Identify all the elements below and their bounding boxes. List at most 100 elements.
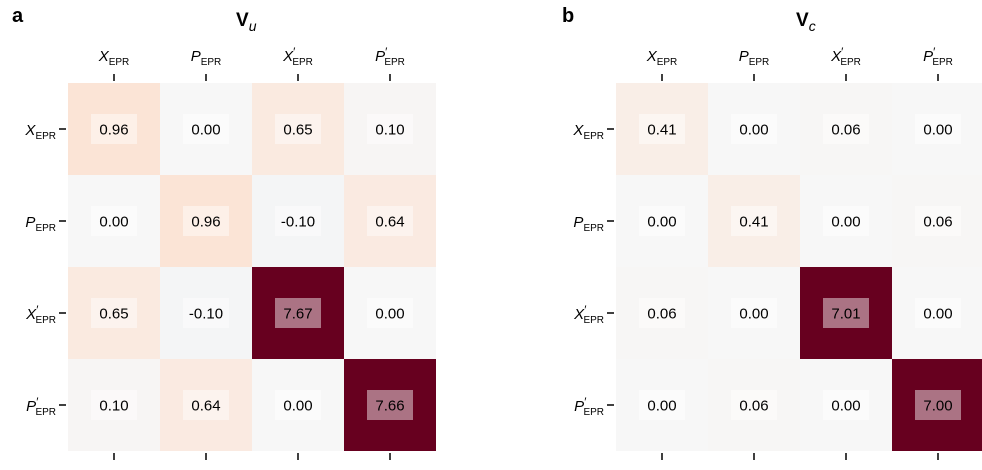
panel-title: Vc <box>796 10 816 34</box>
tick-label-symbol: X <box>24 122 36 139</box>
cell-value-label: 0.96 <box>99 122 128 139</box>
cell-value-label: 0.65 <box>283 122 312 139</box>
cell-label-box <box>915 206 961 236</box>
cell-value-label: 0.00 <box>831 214 860 231</box>
tick-label-subscript: EPR <box>292 57 313 68</box>
cell-value-label: 0.00 <box>99 214 128 231</box>
tick-label-symbol: X <box>25 306 37 323</box>
cell-value-label: 7.66 <box>375 398 404 415</box>
cell-label-box <box>915 390 961 420</box>
cell-value-label: 7.00 <box>923 398 952 415</box>
cell-value-label: 7.67 <box>283 306 312 323</box>
cell-label-box <box>823 114 869 144</box>
heatmap-cell <box>252 359 344 451</box>
tick-label-prime: ′ <box>841 45 844 59</box>
heatmap-cell <box>616 267 708 359</box>
tick-label-symbol: X <box>282 48 294 65</box>
cell-value-label: 0.00 <box>375 306 404 323</box>
cell-value-label: 0.00 <box>923 306 952 323</box>
heatmap-panel-a: a Vu 0.96 0.00 0.65 0.10 0.00 0.96 -0.10 0.64 0.65… <box>12 5 436 460</box>
cell-label-box <box>91 298 137 328</box>
panel-title-main: V <box>796 10 809 31</box>
row-tick-label: X′ EPR <box>573 303 604 326</box>
column-tick-label: PEPR <box>191 48 222 68</box>
cell-value-label: 0.10 <box>99 398 128 415</box>
cell-label-box <box>915 114 961 144</box>
cell-label-box <box>823 390 869 420</box>
heatmap-cell <box>68 175 160 267</box>
column-tick-label: X′ EPR <box>282 45 313 68</box>
row-tick-label: XEPR <box>572 122 604 142</box>
tick-label-symbol: X <box>646 48 658 65</box>
heatmap-cell <box>616 175 708 267</box>
tick-label-subscript: EPR <box>35 131 56 142</box>
cell-label-box <box>823 206 869 236</box>
cell-value-label: 0.41 <box>739 214 768 231</box>
heatmap-cell <box>800 175 892 267</box>
cell-label-box <box>731 206 777 236</box>
tick-label-subscript: EPR <box>35 407 56 418</box>
heatmap-cell <box>708 83 800 175</box>
tick-label-prime: ′ <box>584 395 587 409</box>
cell-value-label: 0.96 <box>191 214 220 231</box>
cell-value-label: 0.00 <box>739 306 768 323</box>
heatmap-cell <box>892 83 982 175</box>
panel-title-main: V <box>236 10 249 31</box>
heatmap-cell <box>160 359 252 451</box>
column-tick-label: P′ EPR <box>923 45 953 68</box>
cell-label-box <box>367 206 413 236</box>
row-tick-label: PEPR <box>25 214 56 234</box>
tick-label-subscript: EPR <box>583 315 604 326</box>
tick-label-prime: ′ <box>36 395 39 409</box>
heatmap-cell <box>68 267 160 359</box>
row-tick-label: XEPR <box>24 122 56 142</box>
row-tick-label: P′ EPR <box>574 395 604 418</box>
cell-value-label: 7.01 <box>831 306 860 323</box>
cell-value-label: 0.06 <box>923 214 952 231</box>
cell-value-label: 0.41 <box>647 122 676 139</box>
cell-label-box <box>367 114 413 144</box>
heatmap-cell <box>708 175 800 267</box>
column-tick-label: P′ EPR <box>375 45 405 68</box>
cell-value-label: 0.00 <box>831 398 860 415</box>
cell-label-box <box>275 114 321 144</box>
tick-label-subscript: EPR <box>384 57 405 68</box>
panel-title-subscript: c <box>809 18 816 34</box>
cell-label-box <box>91 390 137 420</box>
heatmap-cell <box>708 267 800 359</box>
heatmap-cell <box>252 175 344 267</box>
heatmap-cell <box>892 267 982 359</box>
cell-label-box <box>91 114 137 144</box>
column-tick-label: PEPR <box>739 48 770 68</box>
heatmap-cell <box>892 175 982 267</box>
heatmap-cell <box>708 359 800 451</box>
tick-label-prime: ′ <box>293 45 296 59</box>
tick-label-subscript: EPR <box>583 407 604 418</box>
tick-label-symbol: X <box>573 306 585 323</box>
cell-label-box <box>731 114 777 144</box>
row-tick-label: PEPR <box>573 214 604 234</box>
heatmap-cell <box>160 175 252 267</box>
cell-value-label: -0.10 <box>281 214 315 231</box>
cell-value-label: 0.00 <box>647 214 676 231</box>
tick-label-subscript: EPR <box>109 57 130 68</box>
tick-label-symbol: P <box>26 398 36 415</box>
tick-label-symbol: P <box>739 48 749 65</box>
heatmap-cell <box>344 267 436 359</box>
cell-value-label: 0.10 <box>375 122 404 139</box>
heatmap-cell <box>160 267 252 359</box>
cell-label-box <box>823 298 869 328</box>
cell-label-box <box>275 206 321 236</box>
cell-value-label: 0.00 <box>647 398 676 415</box>
tick-label-subscript: EPR <box>932 57 953 68</box>
heatmap-cell <box>160 83 252 175</box>
tick-label-subscript: EPR <box>35 223 56 234</box>
cell-value-label: 0.06 <box>831 122 860 139</box>
column-tick-label: X′ EPR <box>830 45 861 68</box>
cell-value-label: 0.00 <box>739 122 768 139</box>
cell-label-box <box>367 390 413 420</box>
cell-label-box <box>639 206 685 236</box>
cell-value-label: 0.06 <box>647 306 676 323</box>
cell-label-box <box>731 390 777 420</box>
